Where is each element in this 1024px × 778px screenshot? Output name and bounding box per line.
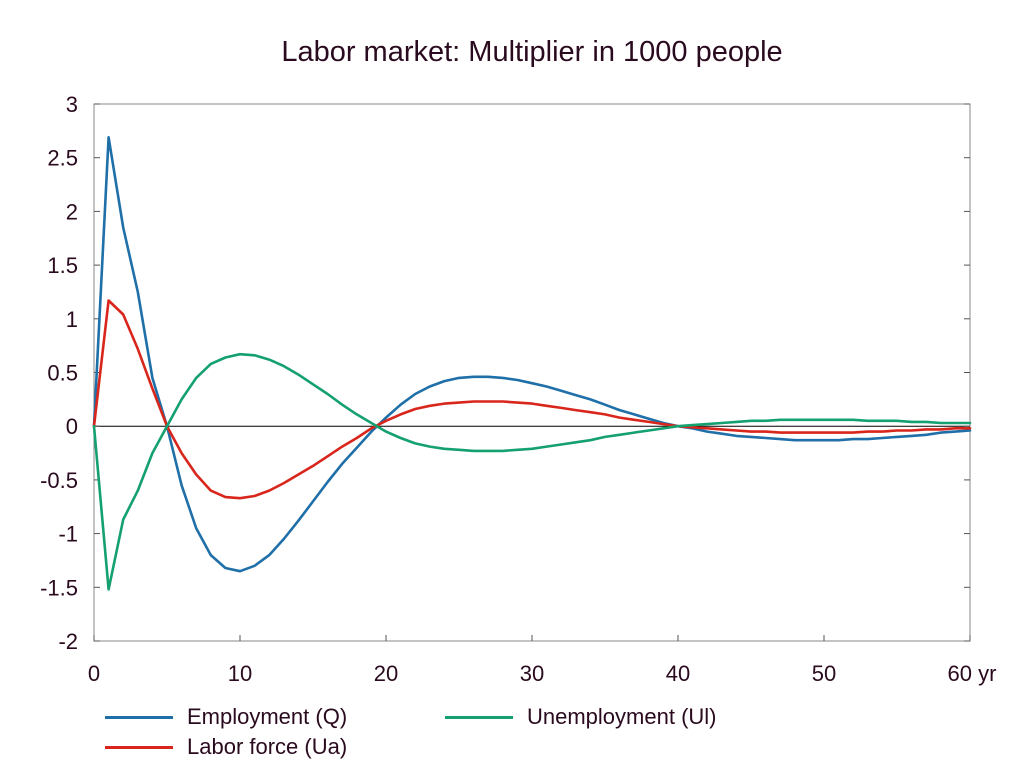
y-tick-label: -0.5 bbox=[40, 468, 78, 493]
y-tick-label: -1.5 bbox=[40, 575, 78, 600]
series-lines bbox=[92, 136, 972, 591]
y-tick-label: -2 bbox=[58, 629, 78, 654]
y-tick-label: -1 bbox=[58, 522, 78, 547]
y-tick-label: 1.5 bbox=[47, 253, 78, 278]
x-tick-label: 20 bbox=[374, 661, 398, 686]
y-tick-label: 0.5 bbox=[47, 361, 78, 386]
legend-swatch-employment bbox=[105, 715, 173, 719]
legend-item-employment: Employment (Q) bbox=[105, 702, 347, 732]
series-line-unemployment-ul bbox=[92, 352, 972, 591]
legend-label-employment: Employment (Q) bbox=[187, 704, 348, 729]
series-line-employment-q bbox=[92, 136, 972, 573]
legend: Employment (Q) Labor force (Ua) Unemploy… bbox=[105, 700, 1005, 770]
legend-item-labor-force: Labor force (Ua) bbox=[105, 732, 347, 762]
legend-item-unemployment: Unemployment (Ul) bbox=[445, 702, 717, 732]
series-line-labor-force-ua bbox=[92, 299, 972, 500]
x-tick-label: 0 bbox=[88, 661, 100, 686]
y-tick-label: 2.5 bbox=[47, 146, 78, 171]
legend-swatch-unemployment bbox=[445, 715, 513, 719]
x-tick-label: 40 bbox=[666, 661, 690, 686]
x-tick-label: 60 yr bbox=[948, 661, 997, 686]
chart: Labor market: Multiplier in 1000 people … bbox=[40, 36, 997, 686]
legend-label-unemployment: Unemployment (Ul) bbox=[527, 704, 717, 729]
x-tick-label: 10 bbox=[228, 661, 252, 686]
plot-area-frame bbox=[93, 103, 971, 642]
legend-swatch-labor-force bbox=[105, 745, 173, 749]
y-tick-label: 1 bbox=[66, 307, 78, 332]
y-axis-ticks: -2 -1.5 -1 -0.5 0 0.5 1 1.5 2 2.5 3 bbox=[40, 92, 970, 654]
x-axis-ticks: 0 10 20 30 40 50 60 yr bbox=[88, 635, 997, 686]
x-tick-label: 50 bbox=[812, 661, 836, 686]
chart-title: Labor market: Multiplier in 1000 people bbox=[281, 36, 782, 68]
legend-label-labor-force: Labor force (Ua) bbox=[187, 734, 348, 759]
y-tick-label: 2 bbox=[66, 199, 78, 224]
y-tick-label: 0 bbox=[66, 414, 78, 439]
y-tick-label: 3 bbox=[66, 92, 78, 117]
x-tick-label: 30 bbox=[520, 661, 544, 686]
